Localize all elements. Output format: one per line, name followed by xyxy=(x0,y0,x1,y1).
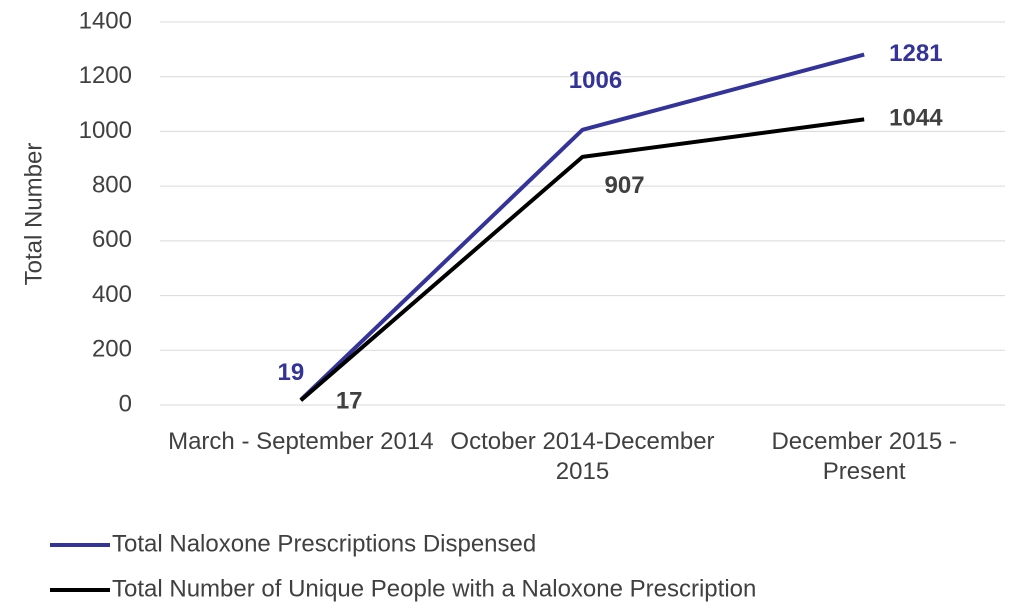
data-label: 1044 xyxy=(889,105,943,132)
x-tick-label: December 2015 - Present xyxy=(771,428,957,485)
y-tick-label: 800 xyxy=(92,171,132,198)
y-tick-label: 1200 xyxy=(79,62,132,89)
y-axis-label: Total Number xyxy=(20,143,47,286)
series-line xyxy=(299,52,865,402)
y-tick-label: 400 xyxy=(92,281,132,308)
x-tick-label: October 2014-December 2015 xyxy=(450,428,715,485)
data-label: 1281 xyxy=(889,40,942,67)
y-tick-label: 0 xyxy=(119,390,132,417)
y-tick-label: 600 xyxy=(92,226,132,253)
legend-label: Total Naloxone Prescriptions Dispensed xyxy=(112,530,536,557)
legend-label: Total Number of Unique People with a Nal… xyxy=(112,575,756,602)
x-tick-label: March - September 2014 xyxy=(168,428,434,455)
y-tick-label: 1000 xyxy=(79,117,132,144)
y-tick-label: 1400 xyxy=(79,7,132,34)
data-label: 1006 xyxy=(569,67,622,94)
data-label: 19 xyxy=(277,359,304,386)
series-line xyxy=(299,117,865,402)
data-label: 17 xyxy=(336,388,363,415)
data-label: 907 xyxy=(605,172,645,199)
y-tick-label: 200 xyxy=(92,336,132,363)
